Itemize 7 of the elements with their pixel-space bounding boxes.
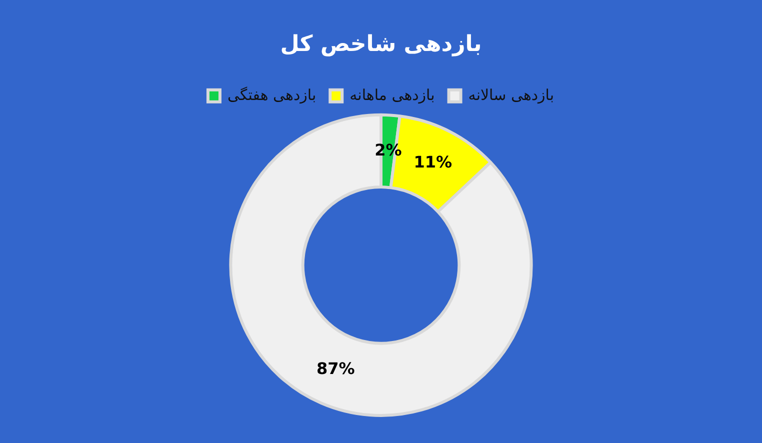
data-label: 87% [316,359,355,378]
chart-title: بازدهی شاخص کل [280,32,482,57]
data-label: 2% [374,140,402,160]
legend-label: بازدهی هفتگی [227,86,316,104]
legend-label: بازدهی سالانه [468,86,554,104]
data-label: 11% [414,152,452,172]
legend-label: بازدهی ماهانه [350,86,435,104]
